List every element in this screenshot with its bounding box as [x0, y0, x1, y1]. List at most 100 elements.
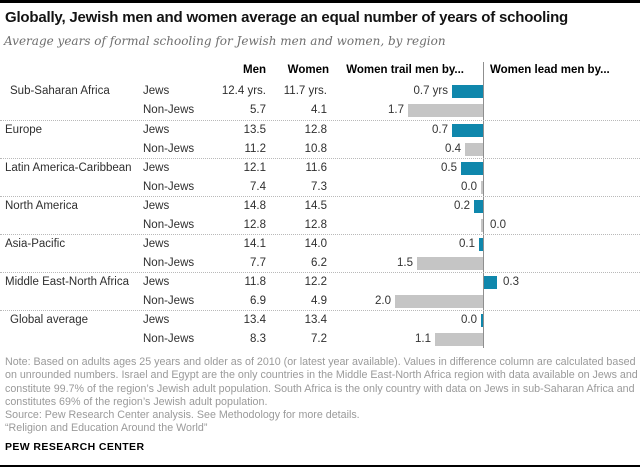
men-years-value: 8.3	[250, 333, 266, 345]
women-years-value: 11.6	[305, 162, 327, 174]
men-years-value: 7.7	[250, 257, 266, 269]
region-group: Sub-Saharan Africa Jews 12.4 yrs. 11.7 yrs.…	[0, 82, 640, 120]
region-label: Middle East-North Africa	[5, 276, 129, 288]
men-years-value: 12.1	[243, 162, 266, 174]
women-years-value: 6.2	[311, 257, 327, 269]
jews-diff-bar	[481, 314, 483, 327]
column-header-women-lead: Women lead men by...	[490, 64, 610, 76]
men-years-value: 7.4	[250, 181, 266, 193]
source-text: Source: Pew Research Center analysis. Se…	[5, 409, 360, 422]
men-years-value: 5.7	[250, 104, 266, 116]
diff-value-label: 0.0	[461, 314, 477, 326]
group-label: Non-Jews	[143, 219, 195, 231]
diff-value-label: 0.4	[445, 143, 461, 155]
non-jews-diff-bar	[435, 333, 483, 346]
table-row: Global average Jews 13.4 13.4 0.0	[0, 311, 640, 330]
region-group: Europe Jews 13.5 12.8 0.7 Non-Jews 11.2 10.8 0.4	[0, 120, 640, 158]
diff-value-label: 1.5	[397, 257, 413, 269]
non-jews-diff-bar	[481, 219, 483, 232]
table-row: Non-Jews 7.4 7.3 0.0	[0, 178, 640, 197]
region-group: Global average Jews 13.4 13.4 0.0 Non-Jews 8.3…	[0, 310, 640, 348]
region-label: Europe	[5, 124, 43, 136]
zero-axis-line	[483, 62, 484, 348]
men-years-value: 12.4 yrs.	[221, 85, 266, 97]
diff-value-label: 0.3	[503, 276, 519, 288]
women-years-value: 7.2	[311, 333, 327, 345]
group-label: Jews	[143, 85, 170, 97]
table-row: Non-Jews 5.7 4.1 1.7	[0, 101, 640, 120]
table-row: Non-Jews 7.7 6.2 1.5	[0, 254, 640, 273]
men-years-value: 14.1	[243, 238, 266, 250]
group-label: Non-Jews	[143, 143, 195, 155]
diff-value-label: 1.1	[415, 333, 431, 345]
men-years-value: 11.2	[244, 143, 266, 155]
women-years-value: 11.7 yrs.	[283, 85, 327, 97]
diff-value-label: 0.1	[459, 238, 475, 250]
group-label: Jews	[143, 124, 170, 136]
diff-value-label: 0.0	[461, 181, 477, 193]
diff-value-label: 0.5	[441, 162, 457, 174]
table-row: North America Jews 14.8 14.5 0.2	[0, 197, 640, 216]
non-jews-diff-bar	[408, 104, 483, 117]
group-label: Jews	[143, 162, 170, 174]
jews-diff-bar	[479, 238, 483, 251]
table-row: Non-Jews 11.2 10.8 0.4	[0, 140, 640, 159]
table-row: Middle East-North Africa Jews 11.8 12.2 0.3	[0, 273, 640, 292]
table-row: Latin America-Caribbean Jews 12.1 11.6 0.5	[0, 159, 640, 178]
diff-value-label: 0.0	[490, 219, 506, 231]
men-years-value: 13.4	[243, 314, 266, 326]
group-label: Jews	[143, 314, 170, 326]
men-years-value: 11.8	[244, 276, 266, 288]
group-label: Non-Jews	[143, 104, 195, 116]
women-years-value: 14.5	[304, 200, 327, 212]
table-row: Sub-Saharan Africa Jews 12.4 yrs. 11.7 yrs.…	[0, 82, 640, 101]
region-label: Asia-Pacific	[5, 238, 66, 250]
table-row: Asia-Pacific Jews 14.1 14.0 0.1	[0, 235, 640, 254]
diff-value-label: 0.7 yrs	[413, 85, 448, 97]
diff-value-label: 1.7	[388, 104, 404, 116]
table-row: Non-Jews 6.9 4.9 2.0	[0, 292, 640, 311]
group-label: Non-Jews	[143, 181, 195, 193]
group-label: Non-Jews	[143, 333, 195, 345]
non-jews-diff-bar	[395, 295, 483, 308]
report-title: “Religion and Education Around the World…	[5, 422, 208, 435]
men-years-value: 6.9	[250, 295, 266, 307]
non-jews-diff-bar	[465, 143, 483, 156]
chart-rows: Sub-Saharan Africa Jews 12.4 yrs. 11.7 yrs.…	[0, 82, 640, 348]
region-label: Latin America-Caribbean	[5, 162, 132, 174]
region-group: Latin America-Caribbean Jews 12.1 11.6 0.5 No…	[0, 158, 640, 196]
table-row: Non-Jews 8.3 7.2 1.1	[0, 330, 640, 349]
note-text: Note: Based on adults ages 25 years and …	[5, 356, 638, 408]
region-label: North America	[5, 200, 78, 212]
footnotes: Note: Based on adults ages 25 years and …	[5, 356, 638, 436]
women-years-value: 13.4	[304, 314, 327, 326]
page-title: Globally, Jewish men and women average a…	[5, 9, 569, 26]
group-label: Jews	[143, 276, 170, 288]
group-label: Jews	[143, 238, 170, 250]
women-years-value: 14.0	[304, 238, 327, 250]
women-years-value: 12.2	[304, 276, 327, 288]
page-subtitle: Average years of formal schooling for Je…	[4, 34, 446, 48]
women-years-value: 12.8	[304, 124, 327, 136]
men-years-value: 13.5	[243, 124, 266, 136]
region-label: Global average	[10, 314, 88, 326]
pew-research-center-wordmark: PEW RESEARCH CENTER	[5, 441, 145, 453]
men-years-value: 14.8	[243, 200, 266, 212]
diff-value-label: 2.0	[375, 295, 391, 307]
group-label: Non-Jews	[143, 257, 195, 269]
women-years-value: 7.3	[311, 181, 327, 193]
non-jews-diff-bar	[417, 257, 483, 270]
column-header-women-trail: Women trail men by...	[346, 64, 464, 76]
table-row: Europe Jews 13.5 12.8 0.7	[0, 121, 640, 140]
men-years-value: 12.8	[243, 219, 266, 231]
diff-value-label: 0.7	[432, 124, 448, 136]
diff-value-label: 0.2	[454, 200, 470, 212]
group-label: Non-Jews	[143, 295, 195, 307]
column-header-women: Women	[287, 64, 329, 76]
table-row: Non-Jews 12.8 12.8 0.0	[0, 216, 640, 235]
region-group: North America Jews 14.8 14.5 0.2 Non-Jews 12.8…	[0, 196, 640, 234]
bottom-rule	[0, 465, 640, 467]
region-group: Middle East-North Africa Jews 11.8 12.2 0.3 N…	[0, 272, 640, 310]
jews-diff-bar	[452, 124, 483, 137]
